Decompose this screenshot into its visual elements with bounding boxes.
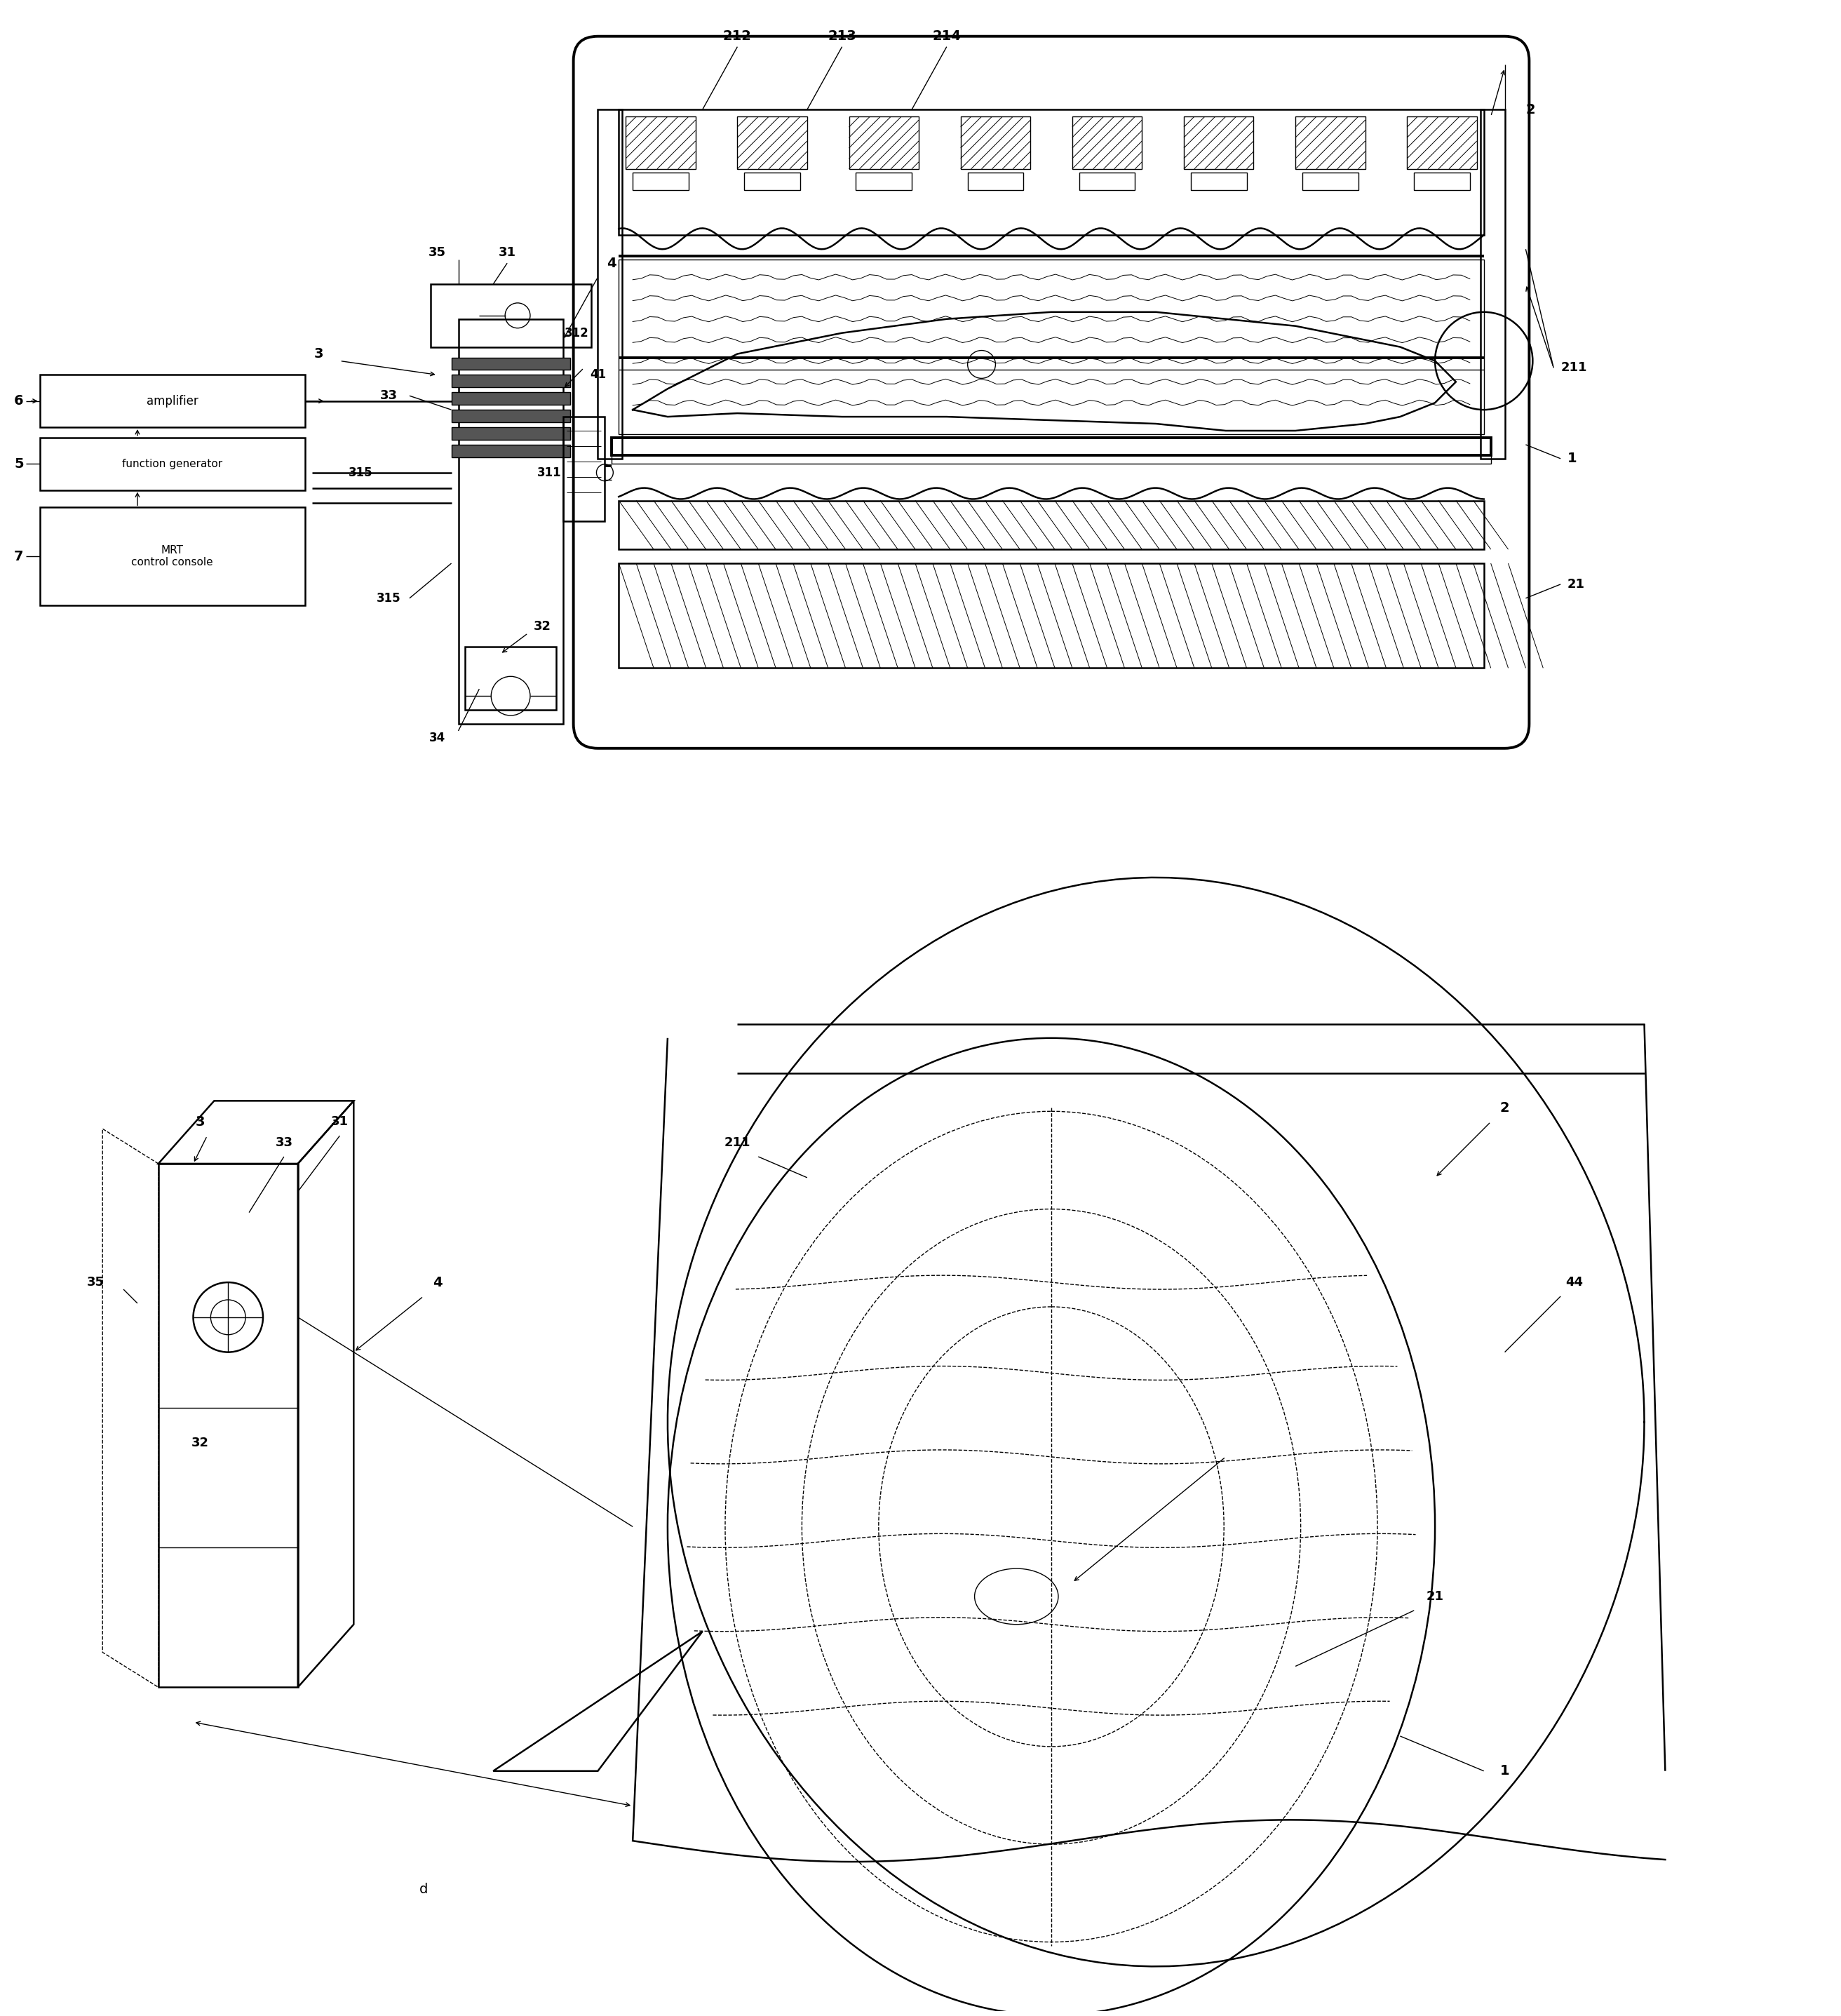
Text: 311: 311 bbox=[538, 466, 562, 480]
Text: 1: 1 bbox=[1500, 1764, 1510, 1778]
Bar bbox=[41, 508, 306, 605]
Bar bbox=[466, 647, 556, 710]
Bar bbox=[451, 393, 571, 405]
Text: 6: 6 bbox=[15, 395, 24, 407]
Text: 315: 315 bbox=[348, 466, 372, 480]
Bar bbox=[1480, 109, 1504, 458]
Bar bbox=[1414, 173, 1469, 190]
Bar bbox=[1184, 117, 1254, 169]
Text: 214: 214 bbox=[932, 30, 961, 42]
Bar bbox=[849, 117, 919, 169]
Bar bbox=[744, 173, 801, 190]
Bar bbox=[1071, 117, 1141, 169]
Text: MRT
control console: MRT control console bbox=[131, 544, 214, 569]
Text: 211: 211 bbox=[1561, 361, 1587, 375]
Bar bbox=[1296, 117, 1366, 169]
Text: 21: 21 bbox=[1427, 1591, 1443, 1603]
Bar bbox=[158, 1163, 298, 1687]
Text: 1: 1 bbox=[1567, 452, 1578, 466]
Bar bbox=[611, 456, 1491, 464]
Text: 33: 33 bbox=[274, 1137, 293, 1149]
Text: 4: 4 bbox=[608, 256, 617, 270]
Text: 2: 2 bbox=[1500, 1101, 1510, 1115]
Bar bbox=[598, 109, 622, 458]
Bar bbox=[1302, 173, 1359, 190]
Text: d: d bbox=[420, 1883, 427, 1897]
Bar bbox=[626, 117, 696, 169]
Bar bbox=[1191, 173, 1246, 190]
Text: 41: 41 bbox=[589, 369, 606, 381]
Text: 211: 211 bbox=[724, 1137, 751, 1149]
Text: 3: 3 bbox=[195, 1115, 204, 1129]
Text: 34: 34 bbox=[429, 732, 446, 744]
Text: 31: 31 bbox=[499, 246, 515, 258]
Bar bbox=[633, 173, 689, 190]
Bar bbox=[619, 109, 1484, 236]
Bar bbox=[431, 284, 591, 347]
Bar bbox=[451, 409, 571, 421]
Text: 3: 3 bbox=[315, 347, 324, 361]
Text: function generator: function generator bbox=[122, 458, 223, 470]
Bar bbox=[1079, 173, 1136, 190]
Text: 35: 35 bbox=[429, 246, 446, 258]
Text: 31: 31 bbox=[331, 1115, 348, 1129]
Text: 213: 213 bbox=[828, 30, 856, 42]
Bar bbox=[41, 375, 306, 427]
Text: 44: 44 bbox=[1565, 1276, 1583, 1288]
Text: 35: 35 bbox=[87, 1276, 105, 1288]
FancyBboxPatch shape bbox=[573, 36, 1530, 748]
Bar bbox=[451, 375, 571, 387]
Text: 32: 32 bbox=[534, 619, 550, 633]
Bar bbox=[619, 500, 1484, 550]
Text: 4: 4 bbox=[433, 1276, 442, 1288]
Bar bbox=[451, 446, 571, 458]
Bar bbox=[619, 260, 1484, 433]
Text: amplifier: amplifier bbox=[147, 395, 199, 407]
Bar bbox=[41, 437, 306, 490]
Bar bbox=[451, 427, 571, 439]
Text: 315: 315 bbox=[376, 593, 401, 605]
Text: 2: 2 bbox=[1526, 103, 1535, 117]
Text: 33: 33 bbox=[379, 389, 398, 401]
Bar bbox=[611, 437, 1491, 456]
Text: 5: 5 bbox=[15, 458, 24, 470]
Bar bbox=[968, 173, 1024, 190]
Bar bbox=[738, 117, 806, 169]
Text: 212: 212 bbox=[724, 30, 751, 42]
Bar bbox=[458, 319, 563, 724]
Bar bbox=[563, 417, 606, 522]
Bar bbox=[1407, 117, 1476, 169]
Text: 7: 7 bbox=[15, 550, 24, 562]
Bar bbox=[961, 117, 1031, 169]
Text: 21: 21 bbox=[1567, 579, 1585, 591]
Bar bbox=[619, 562, 1484, 667]
Bar bbox=[856, 173, 911, 190]
Bar bbox=[451, 357, 571, 371]
Text: 312: 312 bbox=[565, 327, 589, 339]
Text: 32: 32 bbox=[191, 1437, 210, 1450]
